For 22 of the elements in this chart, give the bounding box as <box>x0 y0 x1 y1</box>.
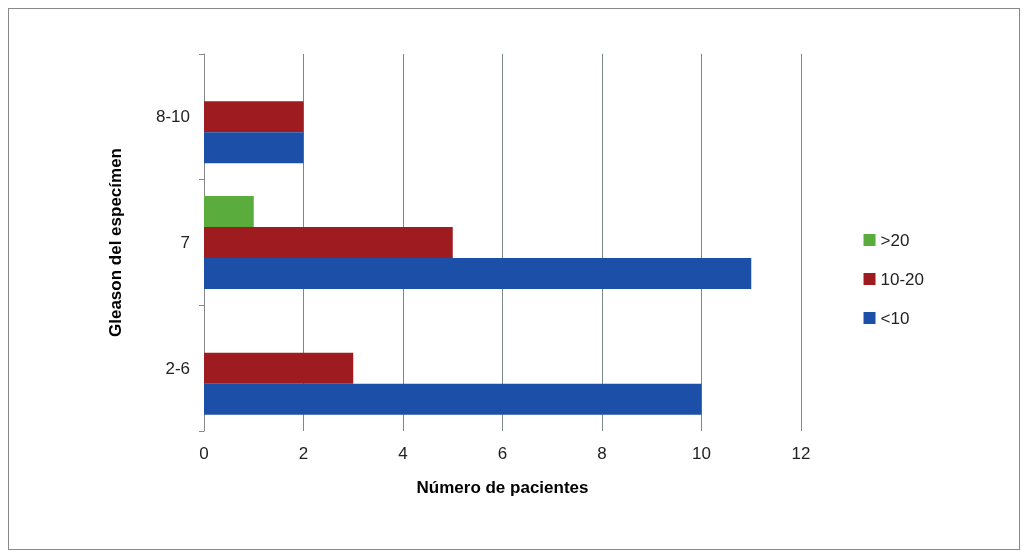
bar <box>204 227 453 258</box>
legend-label: >20 <box>880 230 910 250</box>
x-tick-label: 2 <box>298 444 309 463</box>
y-tick-label: 2-6 <box>165 358 190 378</box>
legend-label: <10 <box>880 308 910 328</box>
y-axis-title: Gleason del especímen <box>106 148 125 337</box>
x-axis-title: Número de pacientes <box>416 478 589 497</box>
bar <box>204 383 702 415</box>
legend-label: 10-20 <box>880 269 924 289</box>
y-tick-label: 8-10 <box>155 107 190 127</box>
x-tick-label: 4 <box>398 444 408 463</box>
bar <box>204 196 254 227</box>
x-tick-label: 10 <box>692 444 711 463</box>
x-tick-label: 6 <box>497 444 508 463</box>
bar <box>204 258 752 289</box>
y-tick-label: 7 <box>180 233 190 252</box>
bar <box>204 352 354 384</box>
x-tick-label: 12 <box>791 444 811 463</box>
bar <box>204 101 304 133</box>
x-tick-label: 0 <box>199 444 209 463</box>
bar <box>204 132 304 164</box>
x-tick-label: 8 <box>597 444 607 463</box>
